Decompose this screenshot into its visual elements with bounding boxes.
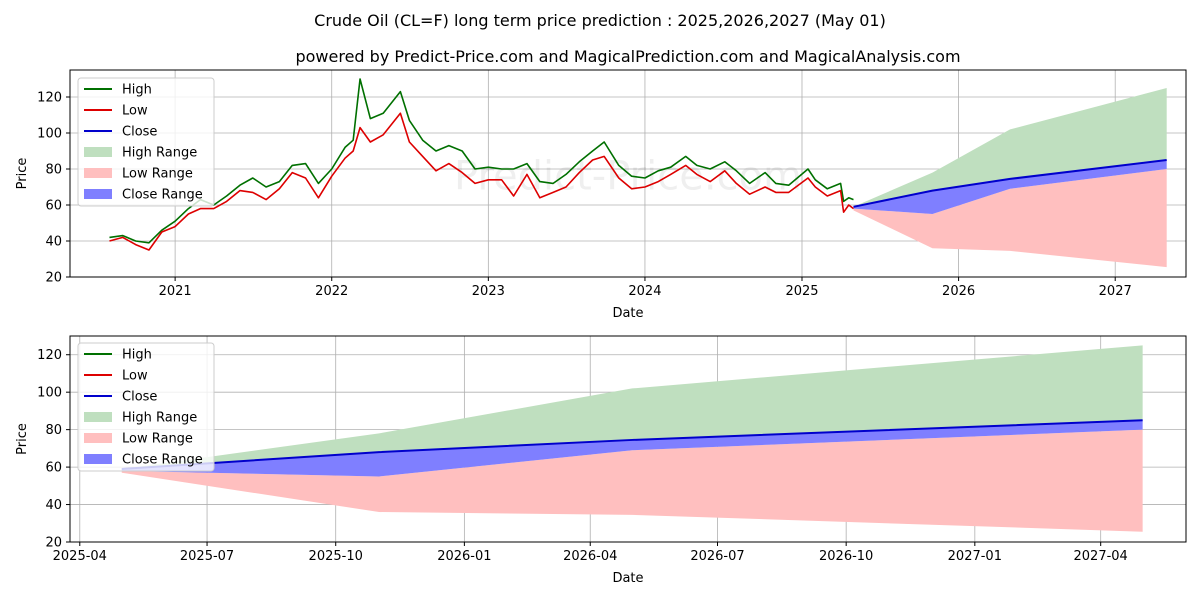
- forecast-detail-panel: Predict-Price.com2025-042025-072025-1020…: [15, 335, 1187, 586]
- y-tick-label: 80: [45, 163, 62, 178]
- y-tick-label: 80: [45, 423, 62, 438]
- high-range-band: [121, 345, 1143, 469]
- watermark: Predict-Price.com: [454, 154, 802, 200]
- close-range-band: [121, 420, 1143, 477]
- x-tick-label: 2026-10: [819, 549, 873, 564]
- y-tick-label: 40: [45, 235, 62, 250]
- x-tick-label: 2023: [472, 284, 505, 299]
- legend-label-high: High: [122, 83, 152, 98]
- x-tick-label: 2027-01: [948, 549, 1002, 564]
- x-tick-label: 2025-10: [309, 549, 363, 564]
- x-axis-label: Date: [612, 571, 643, 586]
- legend-label-close-range: Close Range: [122, 188, 203, 203]
- y-tick-label: 120: [37, 348, 62, 363]
- x-tick-label: 2026-01: [437, 549, 491, 564]
- close-range-band: [853, 160, 1167, 214]
- y-tick-label: 100: [37, 386, 62, 401]
- x-tick-label: 2027-04: [1074, 549, 1128, 564]
- x-axis-label: Date: [612, 306, 643, 321]
- y-axis-label: Price: [15, 158, 30, 190]
- legend-label-close: Close: [122, 390, 157, 405]
- legend-swatch-close-range: [84, 189, 112, 199]
- legend-label-high-range: High Range: [122, 411, 197, 426]
- axes-frame: [69, 335, 1187, 543]
- legend: High Low Close High Range Low Range Close Ran…: [77, 77, 215, 207]
- high-series-line: [109, 78, 854, 244]
- x-tick-label: 2026-04: [563, 549, 617, 564]
- x-tick-label: 2024: [628, 284, 661, 299]
- chart-subtitle: powered by Predict-Price.com and Magical…: [295, 47, 960, 66]
- legend-label-high-range: High Range: [122, 146, 197, 161]
- chart-title: Crude Oil (CL=F) long term price predict…: [314, 11, 886, 30]
- x-tick-label: 2026: [942, 284, 975, 299]
- legend-label-low-range: Low Range: [122, 167, 193, 182]
- x-tick-label: 2022: [315, 284, 348, 299]
- legend-swatch-low-range: [84, 168, 112, 178]
- legend-swatch-close-range: [84, 454, 112, 464]
- legend-label-low: Low: [122, 369, 148, 384]
- close-series-line: [121, 419, 1143, 470]
- y-tick-label: 20: [45, 536, 62, 551]
- y-tick-label: 40: [45, 498, 62, 513]
- legend-label-low-range: Low Range: [122, 432, 193, 447]
- y-tick-label: 60: [45, 199, 62, 214]
- high-range-band: [853, 88, 1167, 207]
- x-tick-label: 2025-07: [180, 549, 234, 564]
- close-series-line: [853, 159, 1167, 208]
- low-range-band: [121, 429, 1143, 532]
- legend-label-close-range: Close Range: [122, 453, 203, 468]
- y-tick-label: 100: [37, 127, 62, 142]
- legend: High Low Close High Range Low Range Close Ran…: [77, 342, 215, 472]
- legend-swatch-low-range: [84, 433, 112, 443]
- x-tick-label: 2021: [159, 284, 192, 299]
- x-tick-label: 2025-04: [53, 549, 107, 564]
- y-axis-label: Price: [15, 423, 30, 455]
- x-tick-label: 2025: [785, 284, 818, 299]
- legend-swatch-high-range: [84, 412, 112, 422]
- axes-frame: [69, 69, 1187, 278]
- x-tick-label: 2026-07: [690, 549, 744, 564]
- y-tick-label: 60: [45, 461, 62, 476]
- low-range-band: [853, 169, 1167, 268]
- legend-label-close: Close: [122, 125, 157, 140]
- y-tick-label: 120: [37, 91, 62, 106]
- legend-label-high: High: [122, 348, 152, 363]
- low-series-line: [109, 112, 854, 251]
- y-tick-label: 20: [45, 271, 62, 286]
- legend-swatch-high-range: [84, 147, 112, 157]
- x-tick-label: 2027: [1099, 284, 1132, 299]
- legend-label-low: Low: [122, 104, 148, 119]
